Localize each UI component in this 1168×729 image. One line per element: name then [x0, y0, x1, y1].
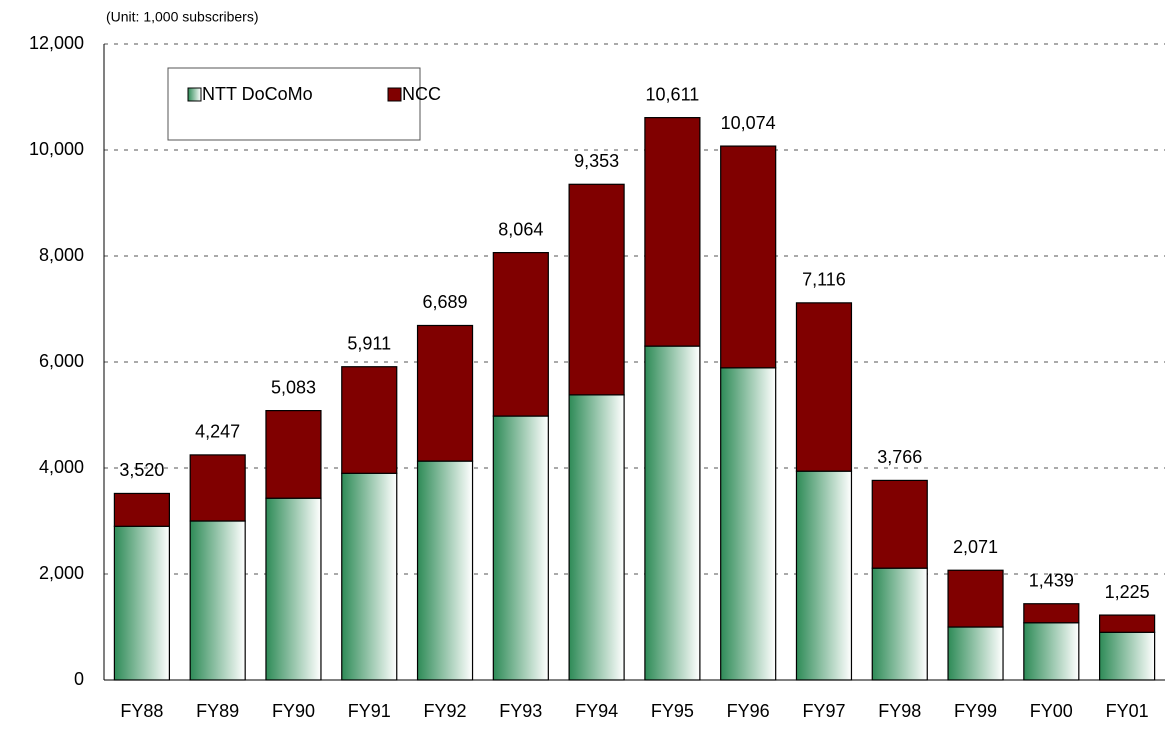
total-label: 5,083: [271, 377, 316, 397]
x-tick-label: FY94: [575, 701, 618, 721]
x-tick-label: FY95: [651, 701, 694, 721]
total-label: 8,064: [498, 219, 543, 239]
unit-note: (Unit: 1,000 subscribers): [106, 9, 259, 25]
x-tick-label: FY00: [1030, 701, 1073, 721]
bar-segment: [341, 366, 398, 474]
bar-segment: [492, 252, 549, 417]
bar-segment: [568, 183, 625, 396]
bar-segment: [871, 479, 928, 569]
total-label: 10,611: [646, 84, 700, 104]
total-label: 9,353: [574, 151, 619, 171]
legend-label: NTT DoCoMo: [202, 84, 313, 104]
x-tick-label: FY88: [120, 701, 163, 721]
bar-segment: [189, 454, 246, 522]
bar-segment: [871, 567, 928, 681]
bar-segment: [265, 410, 322, 499]
bar-segment: [265, 497, 322, 681]
x-tick-label: FY93: [499, 701, 542, 721]
total-label: 2,071: [953, 537, 998, 557]
bar-segment: [416, 324, 474, 462]
bar-segment: [568, 394, 625, 681]
total-label: 1,225: [1105, 582, 1150, 602]
y-tick-label: 12,000: [29, 33, 84, 53]
x-tick-label: FY98: [878, 701, 921, 721]
bar-segment: [1099, 631, 1156, 681]
total-label: 3,520: [119, 460, 164, 480]
bar-segment: [644, 117, 701, 347]
legend-label: NCC: [402, 84, 441, 104]
legend-box: [167, 67, 421, 141]
x-tick-label: FY89: [196, 701, 239, 721]
y-tick-label: 6,000: [39, 351, 84, 371]
x-tick-label: FY01: [1106, 701, 1149, 721]
bar-segment: [795, 302, 853, 472]
bar-segment: [720, 367, 777, 681]
total-label: 3,766: [877, 447, 922, 467]
bar-segment: [416, 460, 474, 681]
total-label: 7,116: [802, 270, 846, 290]
bar-segment: [1099, 614, 1156, 633]
total-label: 1,439: [1029, 570, 1074, 590]
bar-segment: [189, 520, 246, 681]
bar-segment: [492, 415, 549, 681]
bar-segment: [720, 145, 777, 369]
total-label: 6,689: [423, 292, 468, 312]
bar-segment: [947, 569, 1004, 628]
bar-segment: [1023, 622, 1080, 681]
y-tick-label: 8,000: [39, 245, 84, 265]
bar-segment: [113, 492, 170, 527]
bar-segment: [644, 345, 701, 681]
x-tick-label: FY97: [802, 701, 845, 721]
x-tick-label: FY96: [727, 701, 770, 721]
total-label: 5,911: [347, 333, 391, 353]
bar-segment: [947, 626, 1004, 681]
legend-swatch: [187, 87, 202, 102]
bar-segment: [113, 525, 170, 681]
y-tick-label: 2,000: [39, 563, 84, 583]
x-tick-label: FY90: [272, 701, 315, 721]
x-tick-label: FY99: [954, 701, 997, 721]
total-label: 10,074: [721, 113, 776, 133]
y-tick-label: 0: [74, 669, 84, 689]
y-tick-label: 4,000: [39, 457, 84, 477]
bar-segment: [795, 470, 853, 681]
bar-segment: [1023, 603, 1080, 624]
x-tick-label: FY91: [348, 701, 391, 721]
x-tick-label: FY92: [424, 701, 467, 721]
total-label: 4,247: [195, 422, 240, 442]
y-tick-label: 10,000: [29, 139, 84, 159]
bar-segment: [341, 472, 398, 681]
legend-swatch: [387, 87, 402, 102]
